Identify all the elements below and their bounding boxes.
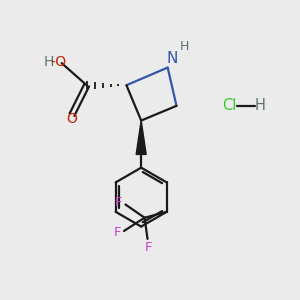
Text: N: N bbox=[167, 51, 178, 66]
Text: F: F bbox=[115, 196, 123, 209]
Text: -O: -O bbox=[50, 55, 66, 69]
Polygon shape bbox=[136, 121, 146, 154]
Text: F: F bbox=[145, 241, 153, 254]
Text: H: H bbox=[180, 40, 189, 53]
Text: H: H bbox=[43, 55, 54, 69]
Text: F: F bbox=[114, 226, 121, 239]
Text: O: O bbox=[67, 112, 77, 126]
Text: H: H bbox=[255, 98, 266, 113]
Text: Cl: Cl bbox=[222, 98, 237, 113]
